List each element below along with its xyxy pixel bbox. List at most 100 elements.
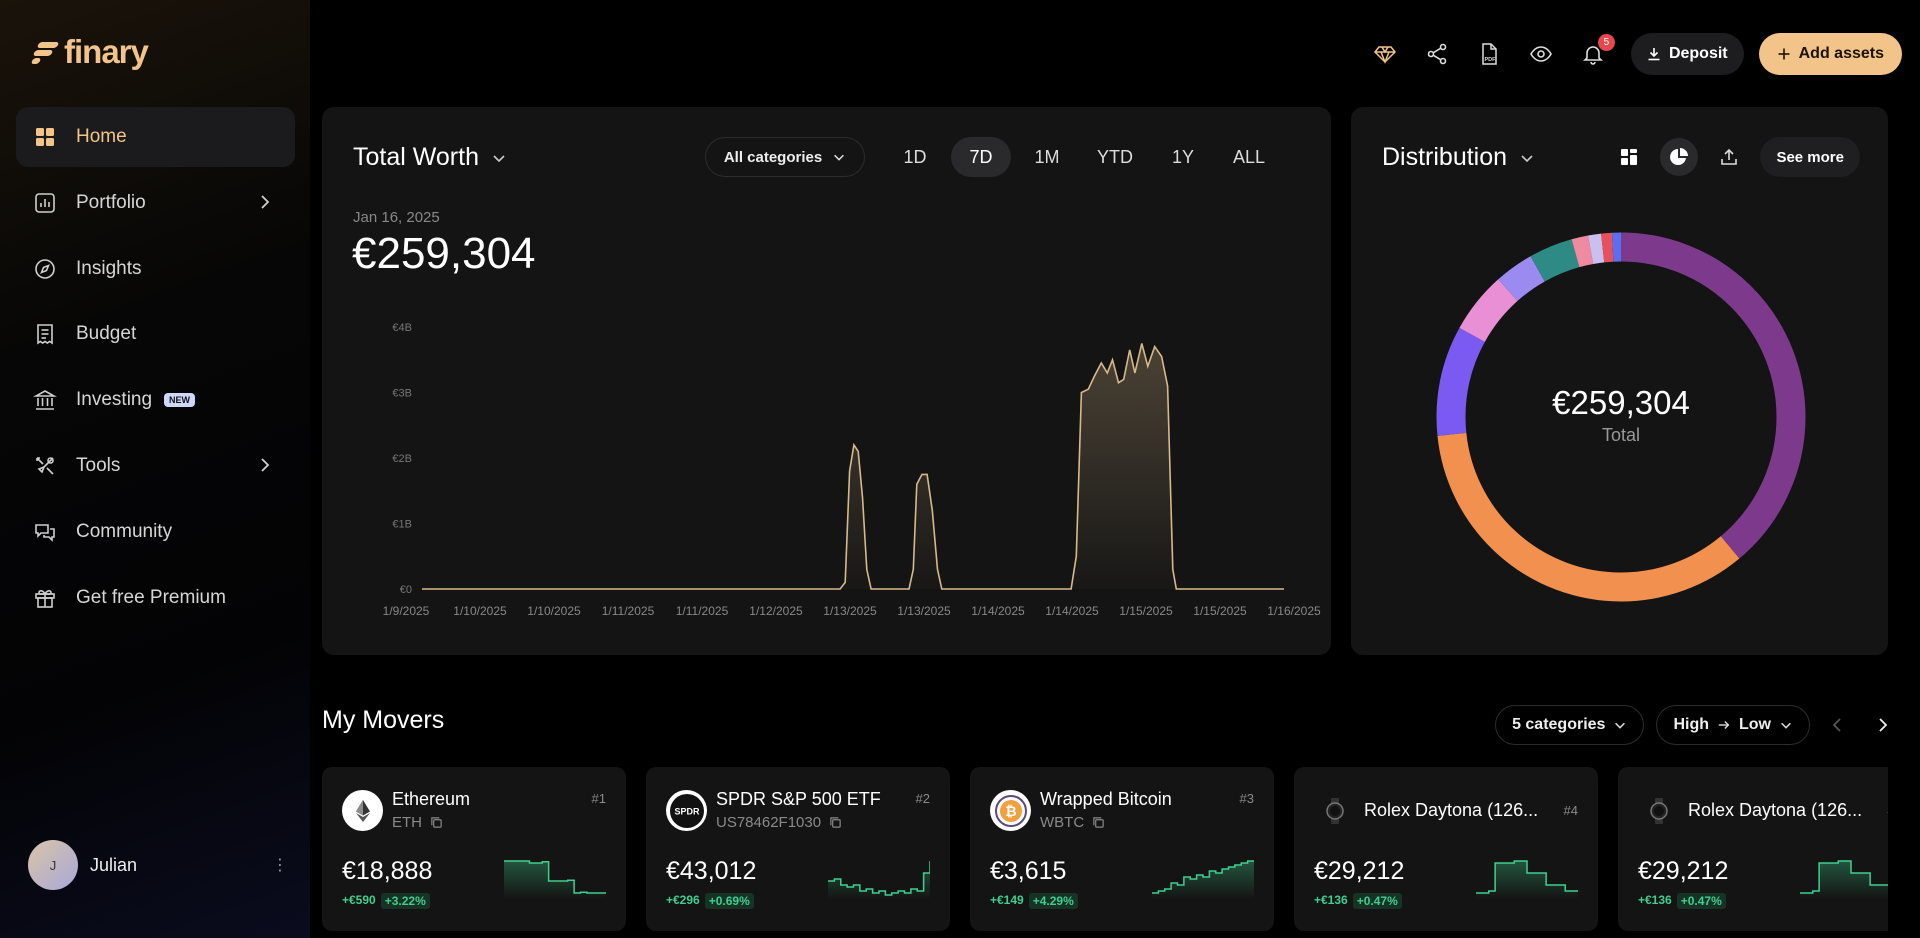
bank-icon	[33, 388, 57, 412]
donut-segment[interactable]	[1436, 232, 1806, 602]
sparkline-area	[1152, 861, 1254, 899]
category-select[interactable]: All categories	[705, 137, 865, 177]
chat-icon	[33, 520, 57, 544]
mover-value: €43,012	[666, 857, 757, 885]
share-icon[interactable]	[1423, 40, 1451, 68]
chevron-down-icon	[1615, 722, 1626, 729]
mover-change-pct: +0.69%	[704, 893, 754, 909]
sidebar-item-label: Budget	[76, 323, 137, 345]
donut-segment[interactable]	[1436, 232, 1806, 602]
chevron-down-icon	[493, 154, 505, 162]
sparkline-line	[1152, 860, 1254, 894]
range-1y[interactable]: 1Y	[1171, 146, 1195, 167]
distribution-title: Distribution	[1382, 143, 1508, 171]
sidebar-item-insights[interactable]: Insights	[16, 239, 295, 299]
sparkline-area	[828, 861, 930, 899]
sparkline-line	[504, 860, 606, 894]
mover-change-pct: +3.22%	[380, 893, 430, 909]
mover-card-spdr[interactable]: SPDR SPDR S&P 500 ETF US78462F1030 #2 €4…	[646, 767, 950, 931]
donut-segment[interactable]	[1436, 232, 1806, 602]
sidebar-item-tools[interactable]: Tools	[16, 436, 295, 496]
sidebar-item-label: Investing	[76, 389, 153, 411]
deposit-label: Deposit	[1668, 45, 1728, 62]
see-more-button[interactable]: See more	[1760, 137, 1860, 177]
x-tick-label: 1/11/2025	[602, 604, 655, 618]
total-worth-title-dropdown[interactable]: Total Worth	[353, 143, 507, 172]
movers-title: My Movers	[322, 706, 445, 734]
range-7d[interactable]: 7D	[951, 137, 1011, 177]
total-worth-title: Total Worth	[353, 143, 479, 171]
sidebar-item-community[interactable]: Community	[16, 502, 295, 562]
watch-icon	[1314, 790, 1355, 831]
distribution-controls: See more	[1610, 137, 1860, 177]
pdf-icon[interactable]: PDF	[1475, 40, 1503, 68]
diamond-icon[interactable]	[1371, 40, 1399, 68]
movers-next-button[interactable]	[1866, 709, 1898, 741]
ethereum-icon	[342, 790, 383, 831]
mover-card-rolex-daytona[interactable]: Rolex Daytona (126... #4 €29,212 +€136 +…	[1294, 767, 1598, 931]
range-1m[interactable]: 1M	[1034, 146, 1060, 167]
mover-card-ethereum[interactable]: Ethereum ETH #1 €18,888 +€590 +3.22%	[322, 767, 626, 931]
sidebar-item-home[interactable]: Home	[16, 107, 295, 167]
sidebar-item-portfolio[interactable]: Portfolio	[16, 173, 295, 233]
download-icon	[1648, 48, 1660, 61]
deposit-button[interactable]: Deposit	[1630, 33, 1744, 75]
mover-change: +€590 +3.22%	[342, 893, 430, 909]
sidebar-item-label: Get free Premium	[76, 586, 226, 608]
bell-icon[interactable]: 5	[1579, 34, 1615, 68]
chevron-down-icon	[1781, 722, 1791, 729]
chevron-down-icon	[834, 154, 845, 161]
x-tick-label: 1/14/2025	[1045, 604, 1099, 618]
export-button[interactable]	[1710, 138, 1748, 176]
y-tick-label: €0	[400, 584, 412, 596]
mover-sparkline	[504, 860, 606, 899]
grid-view-button[interactable]	[1610, 138, 1648, 176]
sort-from-label: High	[1673, 716, 1709, 733]
sidebar-item-investing[interactable]: Investing NEW	[16, 370, 295, 430]
copy-icon[interactable]	[829, 816, 842, 829]
bitcoin-icon: ₿	[990, 790, 1031, 831]
range-all[interactable]: ALL	[1233, 146, 1266, 167]
sparkline-line	[1800, 860, 1888, 894]
distribution-donut-chart[interactable]	[1431, 227, 1811, 607]
user-menu[interactable]: J Julian ⋮	[28, 840, 288, 890]
movers-controls: 5 categories High Low	[1495, 705, 1898, 745]
mover-sparkline	[1476, 860, 1578, 899]
total-worth-card: Total Worth All categories 1D 7D 1M YTD …	[322, 107, 1331, 655]
range-1d[interactable]: 1D	[903, 146, 927, 167]
mover-sparkline	[828, 861, 930, 899]
chevron-left-icon	[1832, 718, 1841, 732]
mover-value: €29,212	[1314, 857, 1405, 885]
mover-name: Rolex Daytona (126...	[1364, 800, 1539, 820]
mover-change-abs: +€590	[342, 893, 376, 907]
total-worth-chart[interactable]: €0 €1B €2B €3B €4B 1/9/2025 1/10/2025 1/10/202…	[322, 297, 1331, 637]
copy-icon[interactable]	[1092, 816, 1105, 829]
movers-prev-button[interactable]	[1822, 709, 1854, 741]
movers-sort-select[interactable]: High Low	[1656, 705, 1810, 745]
mover-change-abs: +€296	[666, 893, 700, 907]
x-tick-label: 1/13/2025	[897, 604, 951, 618]
add-assets-button[interactable]: Add assets	[1758, 33, 1902, 75]
mover-card-rolex-daytona-2[interactable]: Rolex Daytona (126... #5 €29,212 +€136 +…	[1618, 767, 1888, 931]
eye-icon[interactable]	[1527, 40, 1555, 68]
mover-name: Ethereum	[392, 789, 471, 809]
mover-change: +€149 +4.29%	[990, 893, 1078, 909]
movers-category-select[interactable]: 5 categories	[1495, 705, 1645, 745]
pie-view-button[interactable]	[1660, 138, 1699, 176]
y-tick-label: €4B	[392, 322, 412, 334]
range-ytd[interactable]: YTD	[1097, 146, 1133, 167]
mover-name: Wrapped Bitcoin	[1040, 789, 1172, 809]
x-tick-label: 1/9/2025	[383, 604, 430, 618]
sidebar-item-get-free-premium[interactable]: Get free Premium	[16, 568, 295, 628]
sidebar-item-budget[interactable]: Budget	[16, 304, 295, 364]
mover-card-wrapped-bitcoin[interactable]: ₿ Wrapped Bitcoin WBTC #3 €3,615 +€149 +…	[970, 767, 1274, 931]
distribution-title-dropdown[interactable]: Distribution	[1382, 143, 1535, 172]
finary-logo[interactable]: finary	[30, 33, 149, 70]
watch-icon	[1638, 790, 1679, 831]
more-vertical-icon[interactable]: ⋮	[272, 857, 288, 874]
time-range-tabs: 1D 7D 1M YTD 1Y ALL	[885, 137, 1285, 177]
grid-icon	[33, 125, 57, 149]
copy-icon[interactable]	[430, 816, 443, 829]
x-tick-label: 1/15/2025	[1193, 604, 1247, 618]
mover-ticker: ETH	[392, 814, 443, 831]
